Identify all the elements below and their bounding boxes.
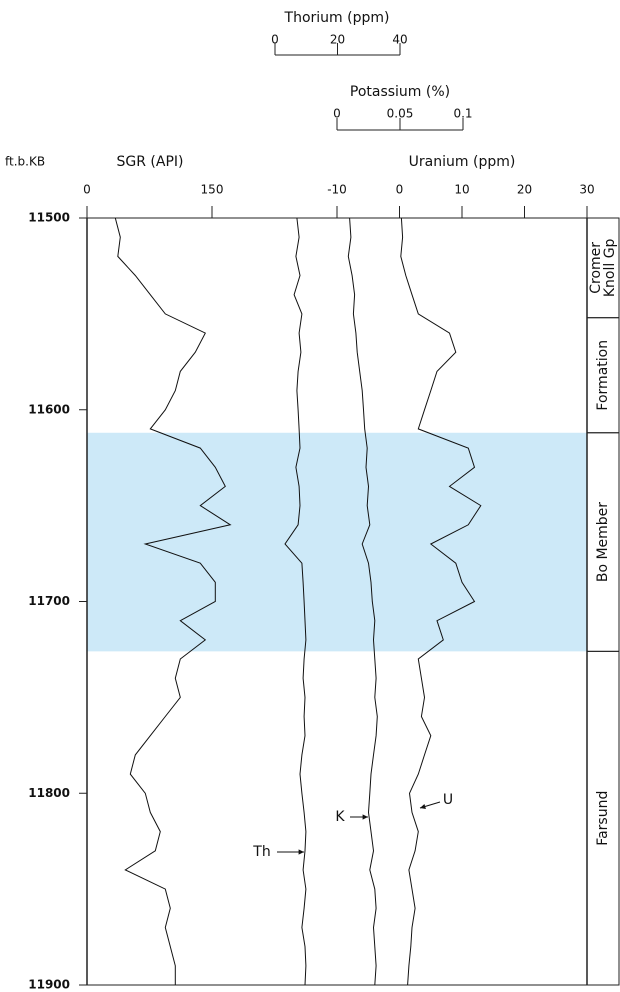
x-tick-label: 150	[201, 183, 224, 197]
axis-title: Thorium (ppm)	[284, 10, 390, 26]
x-tick-label: 0.1	[453, 107, 472, 121]
x-tick-label: -10	[327, 183, 347, 197]
zone-label: Formation	[595, 340, 611, 411]
axis-title: Potassium (%)	[350, 84, 450, 100]
y-tick-label: 11700	[28, 594, 70, 608]
x-tick-label: 0	[396, 183, 404, 197]
arrow-head	[362, 814, 368, 820]
zone-label: Farsund	[595, 791, 611, 846]
log-curve	[400, 217, 482, 986]
x-tick-label: 10	[454, 183, 469, 197]
axis-title: SGR (API)	[117, 154, 184, 170]
log-curve	[347, 217, 378, 986]
x-tick-label: 0	[271, 33, 279, 47]
zone-label: Bo Member	[595, 502, 611, 582]
zone-label: Knoll Gp	[602, 238, 618, 297]
x-tick-label: 20	[330, 33, 345, 47]
depth-label: ft.b.KB	[5, 155, 45, 169]
x-tick-label: 0	[83, 183, 91, 197]
y-tick-label: 11900	[28, 978, 70, 992]
y-tick-label: 11800	[28, 786, 70, 800]
y-tick-label: 11500	[28, 211, 70, 225]
arrow-head	[420, 803, 426, 809]
zone-box	[586, 650, 620, 986]
x-tick-label: 40	[392, 33, 407, 47]
axis-title: Uranium (ppm)	[409, 154, 516, 170]
annotation: U	[443, 792, 453, 808]
annotation: K	[335, 809, 345, 825]
x-tick-label: 0	[333, 107, 341, 121]
arrow-head	[298, 849, 304, 855]
background-layer	[87, 432, 587, 652]
x-tick-label: 20	[517, 183, 532, 197]
zone-label: Cromer	[588, 242, 604, 294]
log-curve	[114, 217, 232, 985]
x-tick-label: 30	[579, 183, 594, 197]
annotation: Th	[252, 844, 270, 860]
y-tick-label: 11600	[28, 402, 70, 416]
log-curve	[284, 217, 307, 986]
x-tick-label: 0.05	[387, 107, 414, 121]
highlight-band	[87, 432, 587, 652]
